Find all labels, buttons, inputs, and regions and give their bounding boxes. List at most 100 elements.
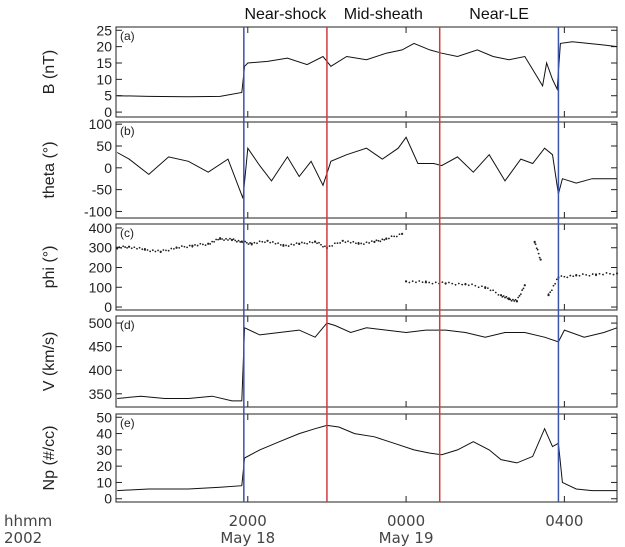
data-point: [221, 238, 223, 240]
data-point: [130, 247, 133, 250]
data-point: [494, 291, 497, 294]
data-point: [385, 237, 388, 240]
data-point: [521, 289, 524, 291]
panel-frame: [115, 413, 618, 503]
data-point: [191, 244, 194, 247]
data-point: [591, 273, 594, 275]
panel-2: 0 100 200 300 400 phi (°) (c): [41, 220, 619, 315]
panel-frame: [115, 315, 618, 408]
data-point: [235, 240, 238, 243]
x-tick-date: May 19: [379, 529, 434, 547]
data-point: [398, 233, 401, 236]
region-labels: Near-shock Mid-sheath Near-LE: [244, 6, 528, 23]
data-point: [578, 274, 581, 277]
data-point: [563, 275, 566, 278]
data-point: [165, 249, 167, 252]
data-point: [225, 237, 227, 240]
data-point: [383, 238, 386, 241]
data-point: [229, 237, 231, 240]
data-point: [347, 240, 349, 243]
data-point: [497, 293, 500, 296]
x-tick-label: 0400: [545, 512, 583, 530]
y-tick-label: 0: [104, 160, 112, 176]
data-point: [211, 240, 214, 243]
data-point: [173, 247, 175, 250]
data-point: [538, 256, 541, 259]
data-point: [136, 247, 138, 250]
data-point: [375, 239, 378, 242]
data-point: [408, 281, 411, 284]
data-point: [360, 242, 363, 245]
data-point: [357, 242, 360, 245]
series-line: [117, 424, 617, 492]
y-tick-label: 350: [89, 386, 113, 402]
y-tick-label: 300: [89, 240, 113, 256]
data-point: [320, 243, 322, 246]
data-point: [486, 287, 489, 289]
data-point: [217, 238, 219, 241]
data-point: [575, 274, 578, 277]
data-point: [585, 274, 588, 276]
data-point: [215, 238, 218, 241]
data-point: [196, 244, 199, 247]
data-point: [213, 240, 216, 243]
data-point: [266, 239, 269, 242]
data-point: [322, 245, 324, 248]
data-point: [339, 242, 342, 244]
y-tick-label: 20: [96, 39, 112, 55]
data-point: [514, 298, 517, 301]
data-point: [269, 241, 272, 244]
data-point: [328, 245, 331, 247]
data-point: [605, 272, 608, 274]
data-point: [239, 241, 242, 243]
data-point: [467, 284, 470, 287]
data-point: [237, 239, 240, 242]
data-point: [368, 242, 371, 244]
data-point: [377, 239, 380, 242]
data-point: [199, 242, 202, 245]
data-point: [588, 274, 591, 277]
data-point: [245, 241, 248, 244]
data-point: [349, 241, 352, 244]
data-point: [318, 241, 320, 244]
data-point: [555, 278, 558, 281]
data-point: [415, 281, 417, 284]
data-point: [194, 244, 196, 246]
y-tick-label: 10: [96, 71, 112, 87]
data-point: [457, 282, 460, 285]
y-tick-label: 400: [89, 220, 113, 236]
data-point: [507, 298, 511, 301]
data-point: [149, 250, 152, 253]
data-point: [240, 240, 243, 243]
data-point: [390, 235, 393, 238]
panel-3: 350 400 450 500 V (km/s) (d): [41, 315, 618, 408]
data-point: [285, 244, 287, 247]
data-point: [282, 244, 285, 247]
data-point: [533, 240, 536, 243]
data-point: [227, 239, 229, 241]
data-point: [290, 243, 293, 246]
data-point: [341, 239, 344, 242]
y-axis-label: V (km/s): [41, 332, 58, 392]
y-tick-label: 25: [96, 22, 112, 38]
data-point: [566, 276, 569, 279]
data-point: [279, 244, 282, 246]
data-point: [560, 275, 563, 277]
data-point: [523, 284, 526, 287]
data-point: [223, 239, 225, 242]
data-point: [126, 246, 128, 249]
y-tick-label: 15: [96, 55, 112, 71]
y-tick-label: 10: [96, 474, 112, 490]
region-label: Mid-sheath: [344, 6, 423, 23]
data-point: [552, 284, 555, 287]
data-point: [298, 242, 301, 245]
data-point: [274, 242, 277, 245]
y-tick-label: -100: [84, 203, 112, 219]
panel-tag: (c): [120, 226, 134, 240]
panel-tag: (a): [120, 29, 135, 43]
data-point: [207, 242, 210, 245]
panel-tag: (e): [120, 416, 135, 430]
data-point: [393, 235, 396, 238]
